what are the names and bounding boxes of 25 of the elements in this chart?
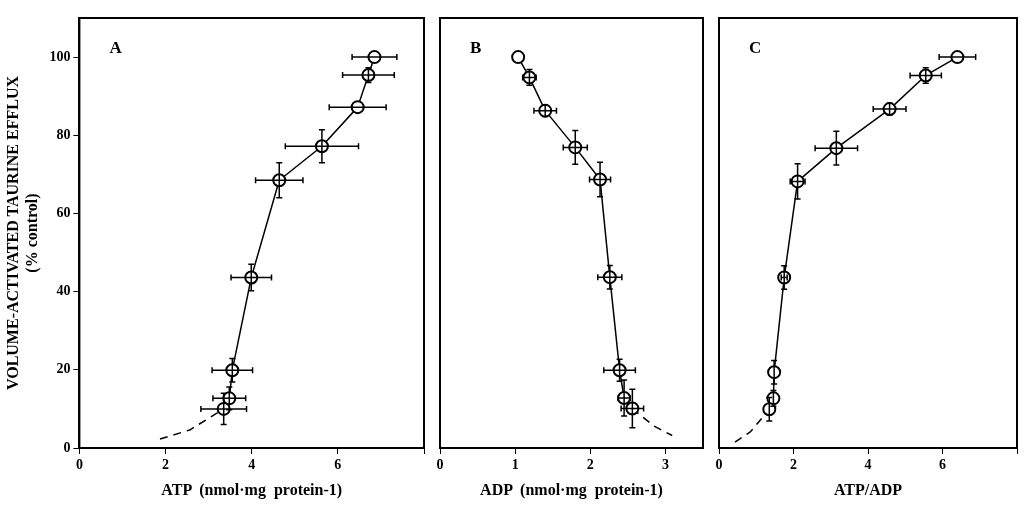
x-tick-label: 4 [248, 457, 256, 473]
x-tick-label: 0 [75, 457, 83, 473]
y-tick-label: 20 [56, 361, 71, 377]
x-tick-label: 0 [436, 457, 444, 473]
annotation: C [749, 37, 762, 57]
x-tick-label: 2 [790, 457, 797, 473]
y-tick-label: 60 [56, 205, 71, 221]
x-tick-label: 1 [511, 457, 519, 473]
y-tick-label: 80 [56, 126, 71, 142]
x-tick-label: 3 [661, 457, 669, 473]
x-tick-label: 0 [715, 457, 723, 473]
x-axis-title: ATP/ADP [833, 480, 903, 498]
y-tick-label: 40 [56, 283, 71, 299]
y-tick-label: 100 [49, 48, 71, 64]
y-axis-title: VOLUME-ACTIVATED TAURINE EFFLUX (% control) [3, 75, 41, 391]
x-tick-label: 4 [864, 457, 872, 473]
x-axis-title: ADP (nmol·mg protein-1) [480, 480, 663, 499]
x-tick-label: 6 [939, 457, 946, 473]
x-tick-label: 2 [586, 457, 594, 473]
y-tick-label: 0 [63, 439, 71, 455]
x-tick-label: 6 [334, 457, 342, 473]
x-axis-title: ATP (nmol·mg protein-1) [161, 480, 343, 499]
annotation: B [470, 37, 482, 57]
annotation: A [109, 37, 123, 57]
x-tick-label: 2 [162, 457, 170, 473]
